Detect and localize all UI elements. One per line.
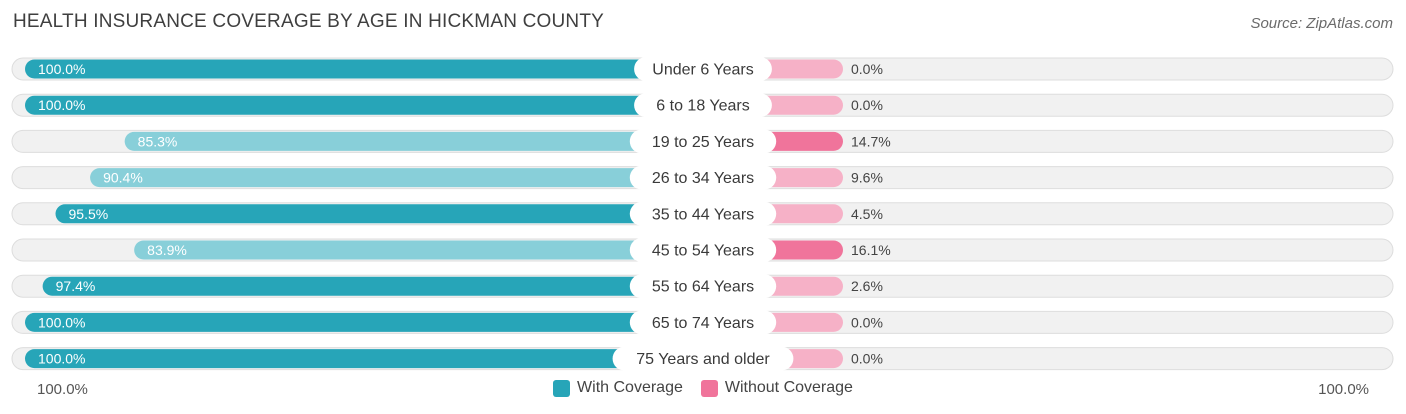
category-label-55-to-64-years: 55 to 64 Years	[652, 279, 754, 296]
category-pill-55-to-64-years	[629, 274, 777, 299]
legend-label-with-coverage: With Coverage	[577, 379, 683, 396]
category-label-26-to-34-years: 26 to 34 Years	[652, 170, 754, 187]
with-coverage-bar-75-years-and-older	[25, 349, 703, 369]
category-label-35-to-44-years: 35 to 44 Years	[652, 206, 754, 223]
category-pill-26-to-34-years	[629, 165, 777, 190]
without-coverage-label-6-to-18-years: 0.0%	[851, 97, 883, 113]
with-coverage-bar-6-to-18-years	[25, 95, 703, 115]
category-label-19-to-25-years: 19 to 25 Years	[652, 134, 754, 151]
with-coverage-bar-19-to-25-years	[124, 131, 703, 151]
without-coverage-label-under-6-years: 0.0%	[851, 61, 883, 77]
with-coverage-bar-26-to-34-years	[90, 168, 703, 188]
with-coverage-label-35-to-44-years: 95.5%	[69, 206, 109, 222]
category-pill-under-6-years	[634, 57, 772, 81]
without-coverage-label-19-to-25-years: 14.7%	[851, 133, 891, 149]
category-pill-65-to-74-years	[629, 310, 777, 335]
without-coverage-label-45-to-54-years: 16.1%	[851, 242, 891, 258]
category-label-75-years-and-older: 75 Years and older	[636, 351, 770, 368]
with-coverage-label-19-to-25-years: 85.3%	[138, 133, 178, 149]
with-coverage-bar-45-to-54-years	[134, 240, 703, 260]
axis-right-label: 100.0%	[1318, 381, 1369, 398]
with-coverage-label-6-to-18-years: 100.0%	[38, 97, 85, 113]
without-coverage-label-55-to-64-years: 2.6%	[851, 278, 883, 294]
bar-chart: 100.0% Under 6 Years 0.0% 100.0% 6 to 18 Yea…	[11, 57, 1394, 371]
category-pill-75-years-and-older	[612, 346, 794, 371]
without-coverage-label-75-years-and-older: 0.0%	[851, 351, 883, 367]
category-label-65-to-74-years: 65 to 74 Years	[652, 315, 754, 332]
legend-swatch-with-coverage	[553, 379, 571, 397]
category-label-under-6-years: Under 6 Years	[652, 62, 753, 79]
with-coverage-bar-under-6-years	[25, 59, 703, 79]
legend-swatch-without-coverage	[700, 379, 718, 397]
with-coverage-bar-65-to-74-years	[25, 312, 703, 332]
with-coverage-label-55-to-64-years: 97.4%	[56, 278, 96, 294]
with-coverage-label-45-to-54-years: 83.9%	[147, 242, 187, 258]
category-pill-19-to-25-years	[629, 129, 777, 154]
without-coverage-label-65-to-74-years: 0.0%	[851, 314, 883, 330]
legend-item-without-coverage: Without Coverage	[700, 379, 853, 397]
category-label-6-to-18-years: 6 to 18 Years	[656, 98, 749, 115]
with-coverage-label-65-to-74-years: 100.0%	[38, 314, 85, 330]
without-coverage-label-26-to-34-years: 9.6%	[851, 170, 883, 186]
chart-title: HEALTH INSURANCE COVERAGE BY AGE IN HICK…	[13, 11, 605, 32]
legend-label-without-coverage: Without Coverage	[724, 379, 853, 396]
axis-left-label: 100.0%	[37, 381, 88, 398]
source-credit: Source: ZipAtlas.com	[1250, 15, 1393, 32]
with-coverage-bar-35-to-44-years	[55, 204, 703, 224]
with-coverage-label-under-6-years: 100.0%	[38, 61, 85, 77]
with-coverage-bar-55-to-64-years	[42, 276, 704, 296]
category-pill-6-to-18-years	[634, 93, 772, 118]
with-coverage-label-26-to-34-years: 90.4%	[103, 170, 143, 186]
without-coverage-label-35-to-44-years: 4.5%	[851, 206, 883, 222]
legend-item-with-coverage: With Coverage	[553, 379, 683, 397]
legend: With Coverage Without Coverage	[0, 379, 1406, 397]
category-pill-35-to-44-years	[629, 201, 777, 226]
category-pill-45-to-54-years	[629, 238, 777, 262]
category-label-45-to-54-years: 45 to 54 Years	[652, 243, 754, 260]
with-coverage-label-75-years-and-older: 100.0%	[38, 351, 85, 367]
